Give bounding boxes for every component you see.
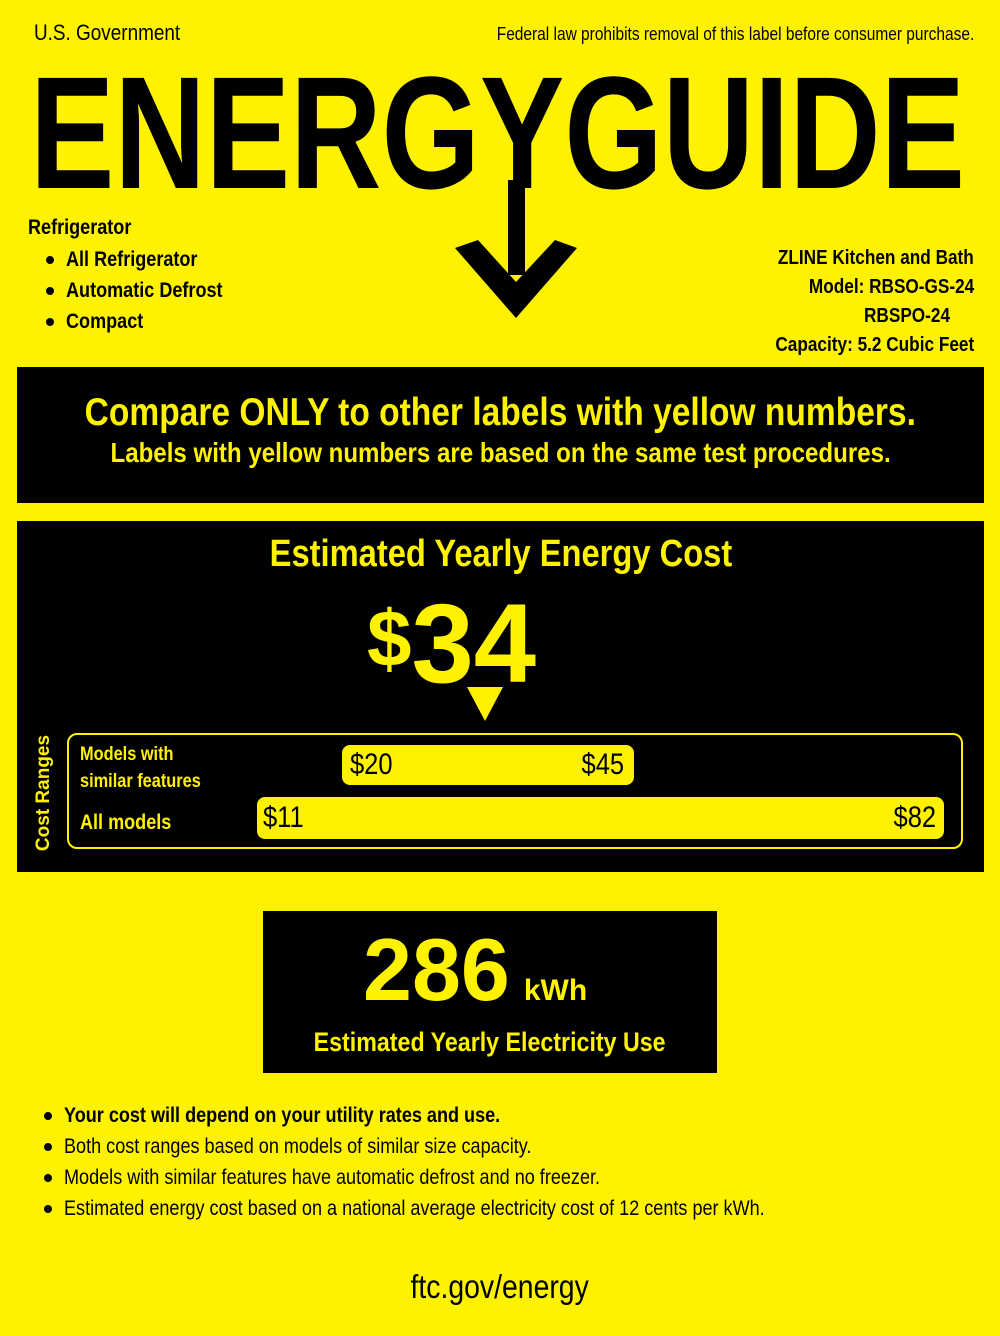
electricity-box: 286 kWh Estimated Yearly Electricity Use [263,911,717,1073]
note-item: Estimated energy cost based on a nationa… [42,1193,879,1224]
similar-max: $45 [581,748,624,781]
feature-item: Compact [44,306,248,337]
energyguide-logo: ENERGYGUIDE [30,43,965,318]
cost-pointer-icon [467,687,503,721]
compare-headline: Compare ONLY to other labels with yellow… [84,391,917,434]
logo-title: ENERGYGUIDE [30,43,965,222]
similar-min: $20 [350,748,393,781]
all-min: $11 [263,801,304,834]
product-info: ZLINE Kitchen and Bath Model: RBSO-GS-24… [743,244,974,360]
ftc-link[interactable]: ftc.gov/energy [410,1268,590,1305]
cost-title: Estimated Yearly Energy Cost [269,533,732,575]
note-item: Your cost will depend on your utility ra… [42,1100,879,1131]
manufacturer: ZLINE Kitchen and Bath [778,247,974,269]
all-max: $82 [893,801,936,834]
note-item: Models with similar features have automa… [42,1162,879,1193]
similar-models-label: Models with similar features [80,744,201,792]
all-models-label: All models [80,811,172,834]
cost-ranges-label: Cost Ranges [33,734,54,852]
feature-item: Automatic Defrost [44,275,248,306]
model-number-alt: RBSPO-24 [863,305,950,327]
cost-ranges-panel: Models with similar features $20 $45 All… [67,733,963,849]
cost-box: Estimated Yearly Energy Cost $34 Cost Ra… [17,521,984,872]
electricity-value: 286 kWh [363,920,588,1019]
cost-value: $34 [367,581,537,706]
feature-item: All Refrigerator [44,244,248,275]
compare-subline: Labels with yellow numbers are based on … [110,437,891,468]
removal-notice: Federal law prohibits removal of this la… [496,24,974,44]
model-number: Model: RBSO-GS-24 [808,276,974,298]
note-item: Both cost ranges based on models of simi… [42,1131,879,1162]
agency-text: U.S. Government [34,20,181,45]
all-models-range-bar: $11 $82 [257,797,944,839]
electricity-label: Estimated Yearly Electricity Use [314,1027,666,1057]
compare-box: Compare ONLY to other labels with yellow… [17,367,984,503]
capacity: Capacity: 5.2 Cubic Feet [775,334,974,356]
arrow-down-icon [455,240,577,318]
feature-list: All Refrigerator Automatic Defrost Compa… [44,244,248,337]
notes-list: Your cost will depend on your utility ra… [42,1100,879,1224]
similar-models-range-bar: $20 $45 [342,745,634,785]
arrow-shaft [508,180,525,275]
product-category: Refrigerator [28,216,132,239]
